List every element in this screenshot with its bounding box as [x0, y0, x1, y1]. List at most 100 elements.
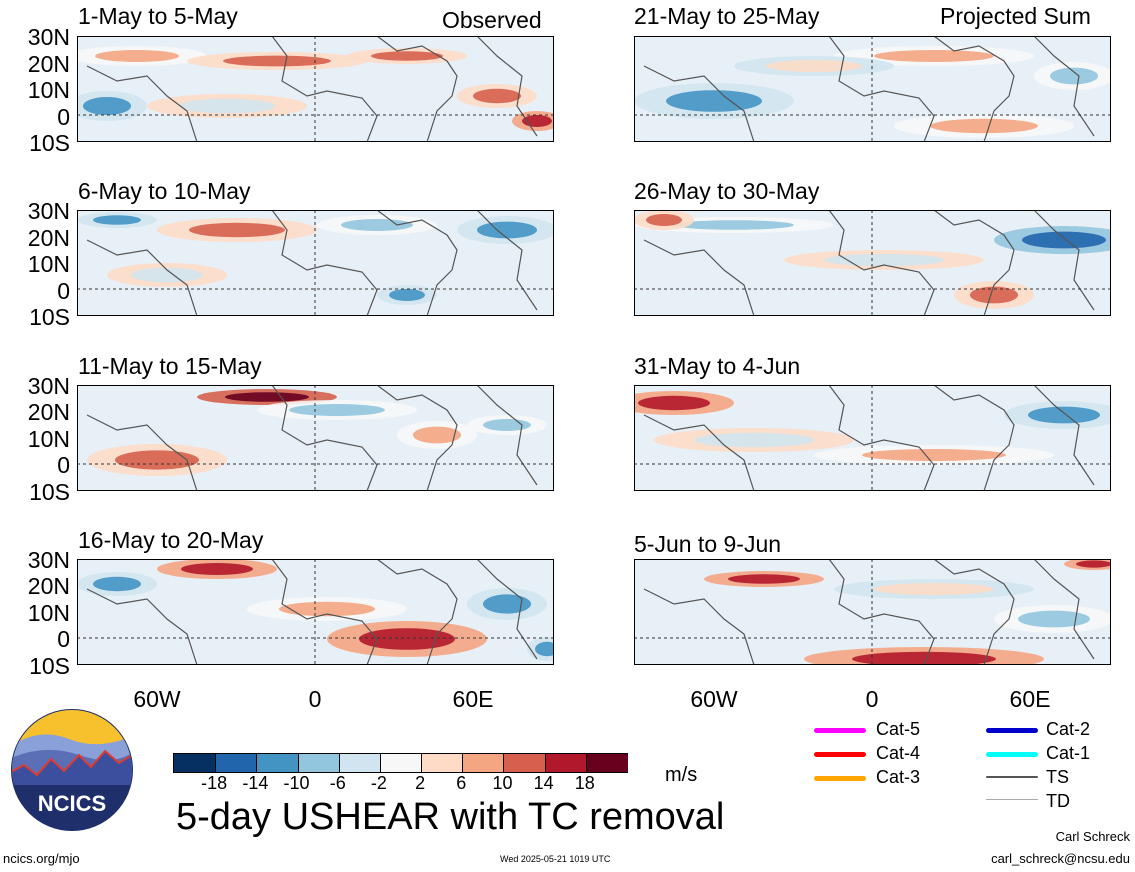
anomaly-contour [115, 450, 199, 470]
legend-label-cat5: Cat-5 [876, 719, 921, 739]
colorbar-tick-label: -18 [201, 773, 228, 793]
lat-label: 0 [57, 278, 70, 304]
lat-label: 30N [27, 198, 70, 224]
colorbar-cell [379, 754, 423, 772]
anomaly-contour [413, 426, 461, 444]
colorbar-tick-label: 10 [492, 773, 513, 793]
anomaly-contour [874, 583, 994, 595]
anomaly-contour [83, 97, 131, 115]
lon-label: 0 [865, 686, 879, 712]
anomaly-contour [1022, 231, 1106, 249]
map-frame [77, 210, 554, 316]
legend-swatch-cat1 [986, 752, 1038, 757]
colorbar-tick-label: -6 [329, 773, 346, 793]
lat-label: 20N [27, 225, 70, 251]
coastline [643, 559, 1095, 665]
anomaly-contour [181, 563, 253, 575]
anomaly-contour [646, 214, 682, 226]
panel-title: 11-May to 15-May [78, 353, 262, 379]
anomaly-contour [1076, 560, 1111, 568]
lat-label: 0 [57, 104, 70, 130]
anomaly-contour [535, 641, 554, 657]
map-frame [77, 36, 554, 142]
anomaly-contour [359, 628, 455, 650]
anomaly-contour [1018, 610, 1090, 628]
anomaly-contour [852, 651, 996, 665]
lat-label: 30N [27, 24, 70, 50]
colorbar-tick-label: 18 [574, 773, 595, 793]
map-panel [634, 36, 1111, 142]
panel-title: 6-May to 10-May [78, 178, 251, 204]
footer-timestamp: Wed 2025-05-21 1019 UTC [500, 854, 611, 864]
lon-label: 60E [1009, 686, 1051, 712]
legend-label-cat4: Cat-4 [876, 743, 921, 763]
legend-swatch-td [986, 799, 1038, 800]
colorbar-cell [256, 754, 300, 772]
colorbar-tick-label: 2 [415, 773, 426, 793]
main-title: 5-day USHEAR with TC removal [176, 796, 725, 838]
anomaly-contour [1028, 406, 1100, 424]
anomaly-contour [638, 395, 710, 411]
lat-label: 10S [29, 479, 70, 505]
lat-label: 20N [27, 51, 70, 77]
colorbar-cell [462, 754, 505, 772]
colorbar-tick-label: -10 [283, 773, 310, 793]
anomaly-contour [674, 220, 794, 230]
panel-title: 31-May to 4-Jun [634, 353, 801, 379]
colorbar-cell [297, 754, 341, 772]
anomaly-contour [189, 222, 285, 238]
legend-label-cat2: Cat-2 [1046, 719, 1091, 739]
anomaly-contour [93, 215, 141, 225]
map-panel [77, 36, 554, 142]
map-frame [634, 559, 1111, 665]
footer-author: Carl Schreck [1055, 829, 1130, 844]
anomaly-contour [225, 392, 309, 402]
map-frame [77, 385, 554, 491]
map-frame [634, 36, 1111, 142]
colorbar-cell [338, 754, 382, 772]
anomaly-contour [874, 50, 994, 62]
lat-label: 30N [27, 373, 70, 399]
legend-swatch-ts [986, 776, 1038, 778]
map-panel [634, 210, 1111, 316]
coastline [86, 210, 538, 316]
legend-swatch-cat4 [814, 752, 866, 757]
anomaly-contour [93, 576, 141, 592]
footer-url: ncics.org/mjo [3, 851, 80, 866]
coastline [86, 385, 538, 491]
colorbar-cell [421, 754, 464, 772]
lat-label: 0 [57, 452, 70, 478]
anomaly-contour [483, 594, 531, 614]
anomaly-contour [341, 219, 413, 231]
anomaly-contour [862, 449, 1006, 461]
anomaly-contour [473, 88, 521, 104]
lat-label: 0 [57, 626, 70, 652]
legend-swatch-cat2 [986, 728, 1038, 733]
colorbar-cell [174, 754, 216, 772]
panel-title: 21-May to 25-May [634, 3, 820, 29]
anomaly-contour [666, 90, 762, 112]
anomaly-contour [824, 254, 944, 266]
map-frame [634, 385, 1111, 491]
panel-title: 1-May to 5-May [78, 3, 238, 29]
anomaly-contour [728, 574, 800, 584]
map-panel [77, 385, 554, 491]
coastline [643, 385, 1095, 491]
anomaly-contour [371, 51, 443, 61]
panel-tag-projected: Projected Sum [940, 3, 1091, 29]
lat-label: 10S [29, 304, 70, 330]
anomaly-contour [970, 286, 1018, 304]
anomaly-contour [766, 60, 862, 72]
colorbar [173, 753, 629, 773]
colorbar-cell [503, 754, 547, 772]
lat-label: 30N [27, 547, 70, 573]
anomaly-contour [131, 267, 203, 283]
legend-swatch-cat5 [814, 728, 866, 733]
anomaly-contour [179, 98, 275, 114]
map-frame [77, 559, 554, 665]
map-panel [77, 559, 554, 665]
lat-label: 10S [29, 653, 70, 679]
anomaly-contour [930, 118, 1038, 134]
legend-label-cat1: Cat-1 [1046, 743, 1091, 763]
lat-label: 20N [27, 573, 70, 599]
